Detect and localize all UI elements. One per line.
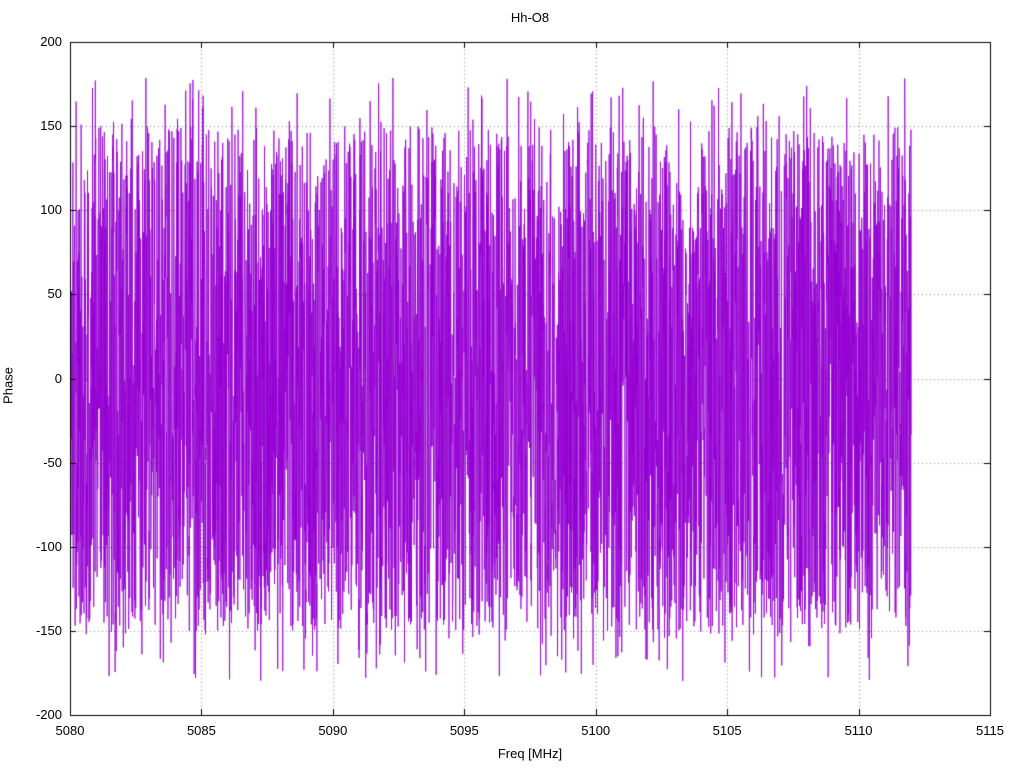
x-tick-label: 5105 <box>712 723 742 738</box>
y-tick-label: 100 <box>40 202 62 218</box>
y-tick-label: 200 <box>40 34 62 49</box>
y-tick-label: -50 <box>43 454 62 470</box>
y-tick-label: -150 <box>35 622 62 638</box>
x-tick-label: 5110 <box>844 723 873 738</box>
x-tick-label: 5100 <box>581 723 611 738</box>
x-tick-label: 5090 <box>318 723 348 738</box>
y-tick-label: -100 <box>35 538 62 554</box>
x-tick-label: 5115 <box>976 723 1004 738</box>
x-tick-label: 5080 <box>55 723 85 738</box>
chart-title: Hh-O8 <box>510 10 550 25</box>
y-tick-label: 0 <box>54 370 62 386</box>
y-tick-label: 150 <box>40 118 62 134</box>
x-tick-label: 5085 <box>186 723 216 738</box>
x-axis-label: Freq [MHz] <box>497 746 563 761</box>
y-axis-label: Phase <box>0 367 16 404</box>
y-tick-label: 50 <box>47 286 62 302</box>
x-tick-label: 5095 <box>449 723 479 738</box>
y-tick-label: -200 <box>35 707 62 722</box>
